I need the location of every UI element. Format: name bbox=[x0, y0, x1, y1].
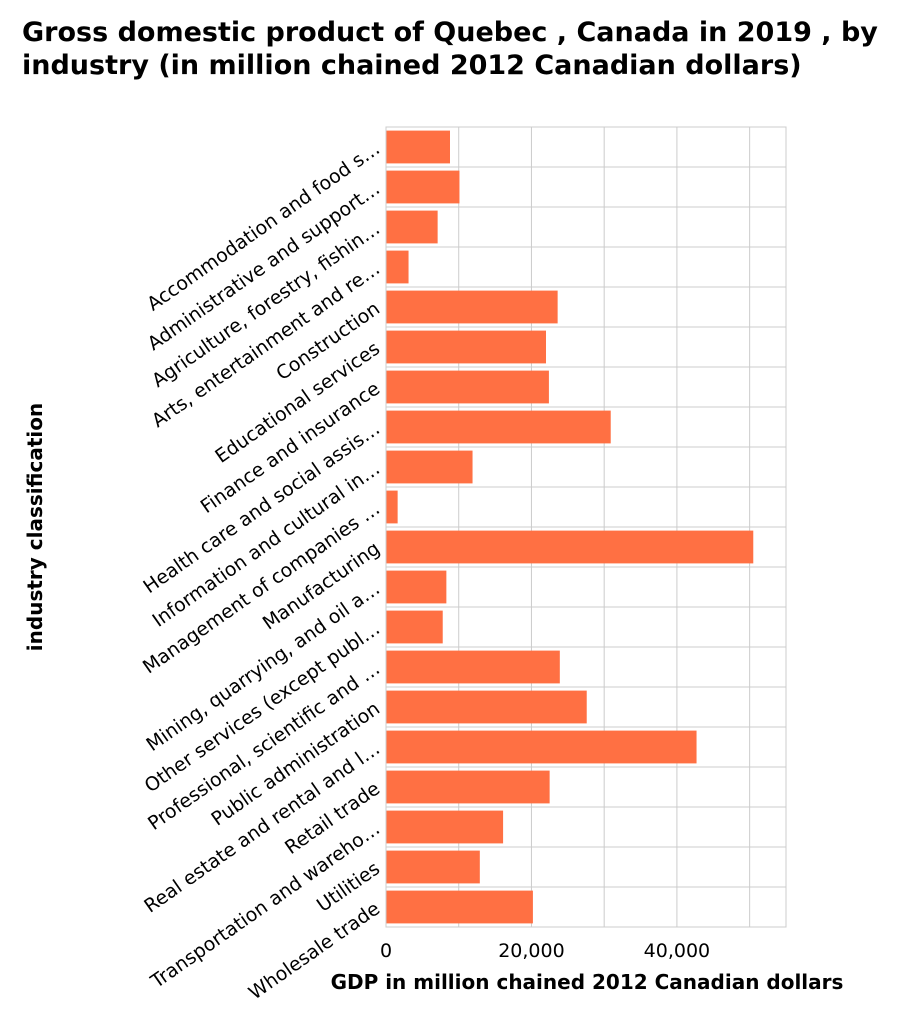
bars bbox=[386, 130, 754, 924]
plot-area-frame bbox=[385, 126, 787, 928]
y-tick-label: Transportation and wareho… bbox=[146, 818, 384, 994]
bar bbox=[386, 130, 450, 164]
bar bbox=[386, 530, 754, 564]
bar bbox=[386, 730, 697, 764]
bar bbox=[386, 410, 611, 444]
bar bbox=[386, 650, 560, 684]
x-axis-label: GDP in million chained 2012 Canadian dol… bbox=[331, 970, 844, 994]
y-axis-label: industry classification bbox=[23, 403, 47, 651]
y-tick-labels: Accommodation and food s…Administrative … bbox=[139, 138, 384, 1005]
bar bbox=[386, 610, 443, 644]
bar bbox=[386, 770, 550, 804]
bar bbox=[386, 450, 473, 484]
bar bbox=[386, 570, 447, 604]
bar bbox=[386, 250, 409, 284]
x-tick-label: 0 bbox=[380, 940, 392, 962]
bar bbox=[386, 810, 504, 844]
x-tick-labels: 0 20,000 40,000 bbox=[380, 940, 710, 962]
bar bbox=[386, 210, 438, 244]
x-tick-label: 20,000 bbox=[498, 940, 564, 962]
chart-title: Gross domestic product of Quebec , Canad… bbox=[22, 17, 878, 81]
bar bbox=[386, 690, 587, 724]
x-tick-label: 40,000 bbox=[644, 940, 710, 962]
bar bbox=[386, 850, 480, 884]
bar bbox=[386, 370, 549, 404]
bar bbox=[386, 330, 546, 364]
bar bbox=[386, 170, 460, 204]
bar bbox=[386, 890, 533, 924]
bar bbox=[386, 290, 558, 324]
gridlines bbox=[386, 126, 786, 928]
bar bbox=[386, 490, 398, 524]
